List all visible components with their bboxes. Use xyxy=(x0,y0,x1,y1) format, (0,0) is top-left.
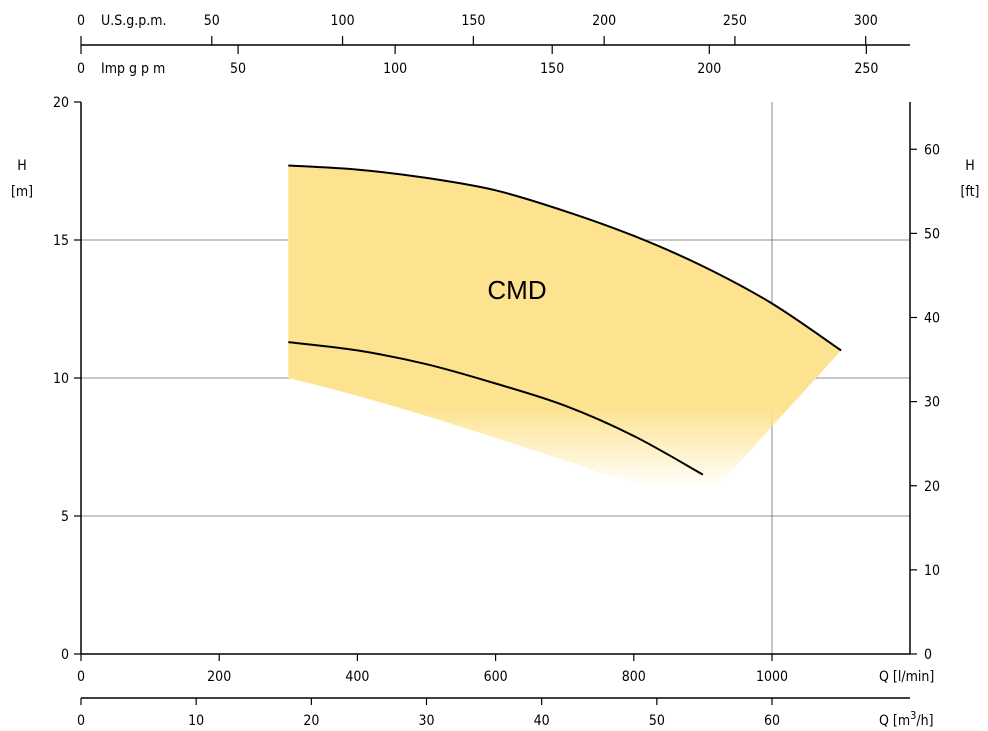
x-axis-tick-label: 200 xyxy=(207,669,231,685)
m3h-axis-tick-label: 60 xyxy=(764,713,780,729)
x-axis-tick-label: 400 xyxy=(345,669,369,685)
m3h-axis-tick-label: 0 xyxy=(77,713,85,729)
m3h-axis-tick-label: 30 xyxy=(418,713,434,729)
x-axis-tick-label: 600 xyxy=(484,669,508,685)
left-axis-tick-label: 15 xyxy=(53,233,69,249)
right-axis-tick-label: 30 xyxy=(924,395,940,411)
usgpm-tick-label: 200 xyxy=(592,13,616,29)
right-axis-title-unit: [ft] xyxy=(961,184,980,200)
area-label: CMD xyxy=(487,275,546,305)
x-axis-title-m3h-sup: 3 xyxy=(910,709,916,722)
left-axis-title: H [m] xyxy=(11,158,33,200)
m3h-axis-tick-label: 20 xyxy=(303,713,319,729)
left-axis-tick-label: 5 xyxy=(61,509,69,525)
m3h-axis-tick-label: 50 xyxy=(649,713,665,729)
usgpm-tick-label: 300 xyxy=(854,13,878,29)
right-axis-title-h: H xyxy=(965,158,974,174)
upper-curve xyxy=(288,164,842,352)
x-axis-tick-label: 1000 xyxy=(756,669,788,685)
x-axis-title-m3h: Q [m3/h] xyxy=(879,709,934,729)
impgpm-tick-label: 250 xyxy=(854,61,878,77)
impgpm-tick-label: 150 xyxy=(540,61,564,77)
right-axis-tick-label: 20 xyxy=(924,479,940,495)
left-axis-tick-label: 20 xyxy=(53,95,69,111)
usgpm-tick-label: 250 xyxy=(723,13,747,29)
right-axis-title: H [ft] xyxy=(961,158,980,200)
top-axis-impgpm-zero: 0 xyxy=(77,61,85,77)
impgpm-tick-label: 200 xyxy=(697,61,721,77)
x-axis-tick-label: 800 xyxy=(622,669,646,685)
left-axis-title-h: H xyxy=(17,158,26,174)
m3h-axis-tick-label: 40 xyxy=(534,713,550,729)
left-axis-tick-label: 0 xyxy=(61,647,69,663)
impgpm-tick-label: 50 xyxy=(230,61,246,77)
right-axis-tick-label: 40 xyxy=(924,311,940,327)
x-axis-title-m3h-prefix: Q [m xyxy=(879,713,910,729)
m3h-axis-tick-label: 10 xyxy=(188,713,204,729)
operating-area xyxy=(288,165,842,503)
usgpm-tick-label: 100 xyxy=(331,13,355,29)
right-axis-tick-label: 60 xyxy=(924,142,940,158)
right-axis-tick-label: 10 xyxy=(924,563,940,579)
x-axis-title-lmin: Q [l/min] xyxy=(879,669,934,685)
lower-curve xyxy=(288,341,704,476)
right-axis-tick-label: 50 xyxy=(924,226,940,242)
top-axis-usgpm-zero: 0 xyxy=(77,13,85,29)
left-axis-title-unit: [m] xyxy=(11,184,33,200)
performance-curves xyxy=(288,164,842,476)
top-axis-impgpm-title: Imp g p m xyxy=(101,61,165,77)
usgpm-tick-label: 50 xyxy=(204,13,220,29)
x-axis-tick-label: 0 xyxy=(77,669,85,685)
operating-area-fill xyxy=(288,165,842,503)
x-axis-title-m3h-suffix: /h] xyxy=(916,713,933,729)
usgpm-tick-label: 150 xyxy=(461,13,485,29)
right-axis-tick-label: 0 xyxy=(924,647,932,663)
left-axis-tick-label: 10 xyxy=(53,371,69,387)
top-axis-usgpm-title: U.S.g.p.m. xyxy=(101,13,166,29)
impgpm-tick-label: 100 xyxy=(383,61,407,77)
